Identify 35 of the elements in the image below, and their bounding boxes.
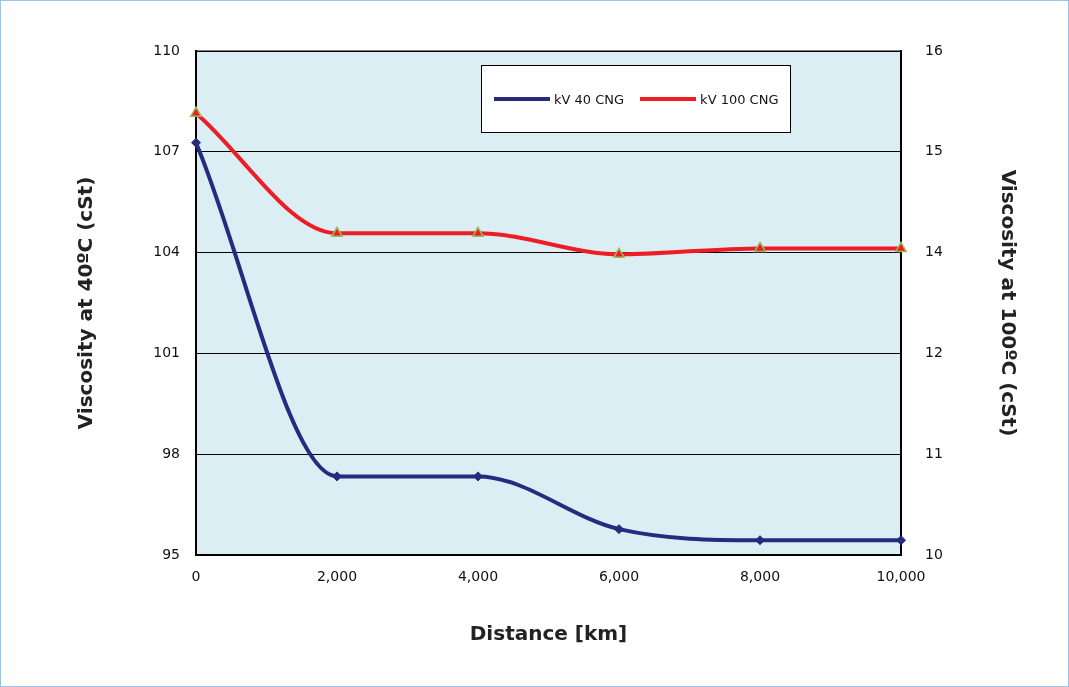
- y-tick-label: 101: [153, 344, 180, 361]
- point: [754, 241, 766, 253]
- y2-tick-label: 11: [925, 444, 943, 461]
- point: [614, 524, 624, 535]
- point: [332, 471, 342, 482]
- y2-tick-label: 14: [925, 243, 943, 260]
- point: [613, 247, 625, 259]
- y2-tick-label: 10: [925, 545, 943, 562]
- point: [190, 106, 202, 117]
- y2-tick-label: 15: [925, 142, 943, 159]
- point: [755, 535, 765, 546]
- point: [895, 241, 907, 253]
- y-tick-label: 107: [153, 142, 180, 159]
- point: [331, 226, 343, 238]
- x-tick-label: 0: [191, 568, 201, 585]
- x-axis-title: Distance [km]: [469, 621, 628, 646]
- x-tick-label: 4,000: [457, 568, 499, 585]
- point: [473, 471, 483, 482]
- x-tick-label: 2,000: [316, 568, 358, 585]
- y-tick-label: 98: [162, 444, 180, 461]
- y-tick-label: 95: [162, 545, 180, 562]
- y-tick-label: 110: [153, 41, 180, 58]
- legend-label: kV 40 CNG: [554, 91, 625, 107]
- point: [191, 137, 201, 148]
- x-tick-label: 8,000: [739, 568, 781, 585]
- y2-axis-title: Viscosity at 100ºC (cSt): [996, 169, 1021, 437]
- point: [472, 226, 484, 238]
- x-tick-label: 10,000: [876, 568, 926, 585]
- y-tick-label: 104: [153, 243, 181, 260]
- x-tick-label: 6,000: [598, 568, 640, 585]
- point: [896, 535, 906, 546]
- y2-tick-label: 16: [925, 41, 943, 58]
- y2-tick-label: 12: [925, 344, 943, 361]
- legend-label: kV 100 CNG: [700, 91, 779, 107]
- y-axis-title: Viscosity at 40ºC (cSt): [73, 176, 98, 430]
